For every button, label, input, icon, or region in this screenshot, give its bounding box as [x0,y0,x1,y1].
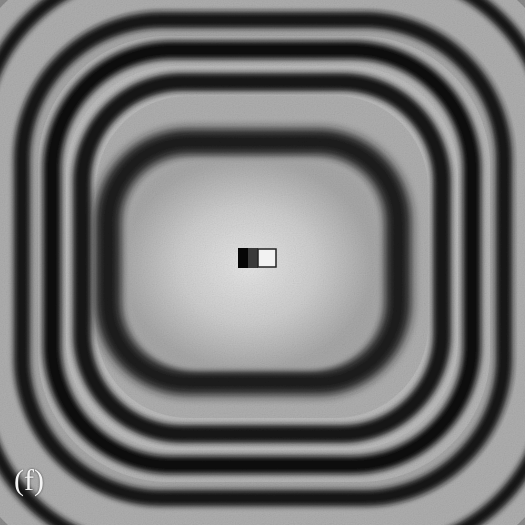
center-marker-mid [248,248,258,268]
panel-label: (f) [14,466,44,496]
center-marker-dark [238,248,248,268]
center-marker-light [258,249,276,267]
